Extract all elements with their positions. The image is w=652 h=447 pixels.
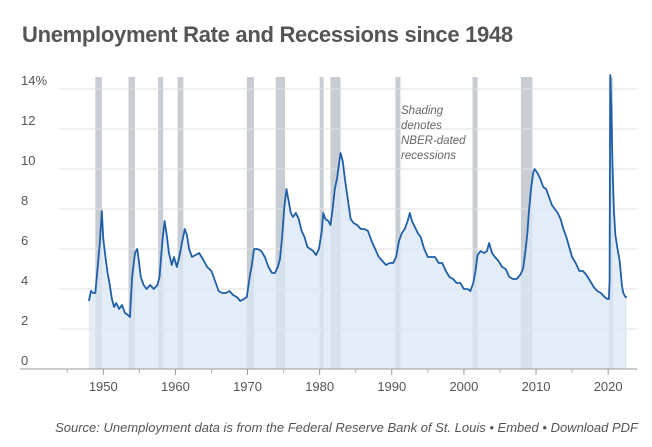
- y-tick-label: 4: [21, 273, 28, 288]
- series-line: [87, 74, 627, 318]
- recession-band: [95, 77, 102, 369]
- series-area: [88, 75, 627, 369]
- y-tick-label: 8: [21, 193, 28, 208]
- y-tick-label: 14%: [21, 73, 47, 88]
- download-pdf-link[interactable]: Download PDF: [550, 420, 638, 435]
- annotation-line: Shading: [401, 105, 444, 117]
- x-tick-label: 1960: [161, 379, 190, 394]
- embed-link[interactable]: Embed: [497, 420, 539, 435]
- recession-band: [472, 77, 478, 369]
- recession-band: [158, 77, 164, 369]
- annotation-line: recessions: [401, 150, 456, 162]
- chart-title: Unemployment Rate and Recessions since 1…: [22, 22, 513, 47]
- axes: 0 2 4 6 8 10 12 14% 1950 1960 1970 1980 1990 2000 2010…: [20, 73, 637, 394]
- x-tick-label: 1990: [377, 379, 406, 394]
- recession-band: [177, 77, 184, 369]
- y-tick-label: 2: [21, 313, 28, 328]
- annotation-line: NBER-dated: [401, 135, 466, 147]
- recession-band: [395, 77, 401, 369]
- recession-band: [520, 77, 533, 369]
- recession-band: [128, 77, 136, 369]
- x-tick-label: 1950: [89, 379, 118, 394]
- source-line: Source: Unemployment data is from the Fe…: [0, 420, 638, 435]
- recession-band: [275, 77, 286, 369]
- source-text: Source: Unemployment data is from the Fe…: [55, 420, 486, 435]
- x-tick-label: 1970: [233, 379, 262, 394]
- separator: •: [542, 420, 547, 435]
- y-tick-label: 6: [21, 233, 28, 248]
- data-series: [87, 74, 627, 369]
- annotation-line: denotes: [401, 120, 442, 132]
- separator: •: [489, 420, 494, 435]
- y-tick-label: 12: [21, 113, 35, 128]
- x-tick-label: 2010: [522, 379, 551, 394]
- x-tick-label: 2000: [449, 379, 478, 394]
- y-tick-label: 0: [21, 353, 28, 368]
- recession-annotation: Shading denotes NBER-dated recessions: [401, 105, 466, 162]
- x-tick-label: 2020: [594, 379, 623, 394]
- y-tick-label: 10: [21, 153, 35, 168]
- x-tick-label: 1980: [305, 379, 334, 394]
- recession-band: [246, 77, 255, 369]
